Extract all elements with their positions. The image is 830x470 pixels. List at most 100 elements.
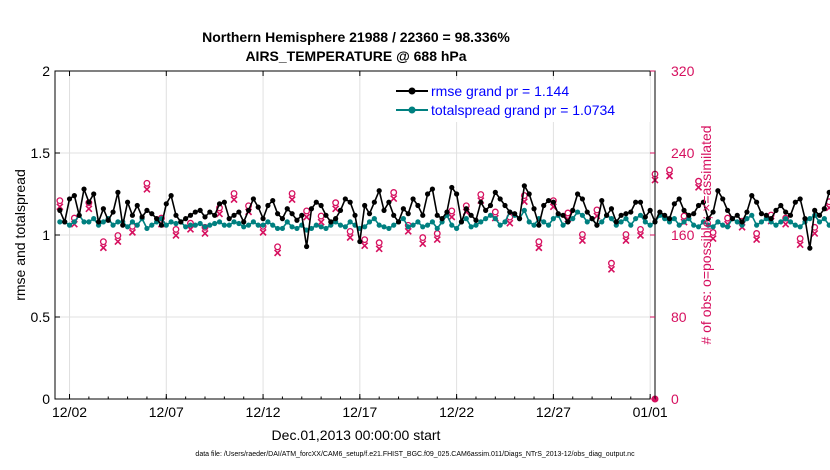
totalspread-point xyxy=(618,219,624,225)
rmse-point xyxy=(216,201,223,207)
obs-possible-point xyxy=(288,190,296,197)
obs-possible-point xyxy=(448,207,456,215)
rmse-point xyxy=(183,216,189,222)
totalspread-point xyxy=(584,219,590,225)
rmse-point xyxy=(415,202,421,209)
rmse-point xyxy=(739,219,745,225)
totalspread-point xyxy=(420,224,426,230)
totalspread-point xyxy=(623,216,629,222)
totalspread-point xyxy=(381,224,387,230)
rmse-point xyxy=(207,209,213,215)
rmse-point xyxy=(492,189,498,195)
obs-possible-point xyxy=(724,214,732,222)
totalspread-point xyxy=(454,225,460,232)
rmse-point xyxy=(710,209,716,215)
x-axis-label: Dec.01,2013 00:00:00 start xyxy=(272,427,441,443)
rmse-point xyxy=(758,211,765,217)
rmse-point xyxy=(468,212,474,218)
legend-box xyxy=(392,80,650,122)
rmse-point xyxy=(149,211,155,217)
rmse-point xyxy=(347,199,353,205)
rmse-point xyxy=(691,211,697,217)
rmse-point xyxy=(487,202,494,209)
obs-assimilated-point xyxy=(506,219,514,227)
obs-assimilated-point xyxy=(186,225,195,233)
obs-possible-point xyxy=(361,236,369,244)
obs-assimilated-point xyxy=(85,205,93,213)
y-tick-label: 1 xyxy=(42,227,50,243)
obs-possible-point xyxy=(680,212,688,220)
y-tick-label: 1.5 xyxy=(31,145,51,161)
rmse-point xyxy=(178,219,184,225)
rmse-point xyxy=(342,196,348,202)
totalspread-point xyxy=(599,219,605,225)
rmse-point xyxy=(362,202,368,209)
x-tick-label: 12/12 xyxy=(246,404,281,420)
rmse-point xyxy=(265,202,271,209)
obs-possible-point xyxy=(622,231,630,238)
rmse-point xyxy=(134,202,140,209)
rmse-point xyxy=(231,212,237,218)
totalspread-point xyxy=(807,216,813,222)
rmse-point xyxy=(226,216,232,222)
obs-assimilated-point xyxy=(622,237,630,245)
obs-assimilated-point xyxy=(796,241,804,249)
rmse-point xyxy=(304,243,310,250)
totalspread-point xyxy=(405,224,411,230)
rmse-point xyxy=(613,219,619,225)
rmse-point xyxy=(763,212,769,218)
rmse-point xyxy=(294,217,300,223)
rmse-point xyxy=(221,199,227,205)
rmse-point xyxy=(773,207,779,213)
rmse-point xyxy=(424,191,431,197)
rmse-point xyxy=(197,207,203,213)
totalspread-point xyxy=(816,219,823,225)
obs-assimilated-point xyxy=(694,183,703,191)
rmse-point xyxy=(618,212,624,218)
rmse-point xyxy=(797,196,803,202)
totalspread-point xyxy=(129,219,136,225)
obs-assimilated-point xyxy=(433,235,441,244)
rmse-point xyxy=(507,209,513,215)
totalspread-point xyxy=(221,222,227,228)
totalspread-point xyxy=(579,212,586,218)
rmse-point xyxy=(536,222,542,228)
rmse-point xyxy=(289,211,295,217)
totalspread-point xyxy=(115,219,121,225)
totalspread-point xyxy=(473,222,479,228)
totalspread-point xyxy=(192,222,198,228)
obs-possible-point xyxy=(114,232,122,239)
rmse-point xyxy=(458,219,465,225)
rmse-point xyxy=(787,212,794,218)
rmse-point xyxy=(550,199,556,205)
rmse-point xyxy=(105,217,111,223)
rmse-point xyxy=(95,219,102,225)
rmse-point xyxy=(168,193,174,199)
totalspread-point xyxy=(226,222,232,228)
axis-ticks: 12/02 12/07 12/12 12/17 12/22 12/27 01/0100.51… xyxy=(31,63,695,420)
rmse-point xyxy=(357,238,363,245)
rmse-point xyxy=(410,196,416,202)
rmse-point xyxy=(202,214,208,220)
y2-tick-label: 320 xyxy=(671,63,695,79)
obs-possible-point xyxy=(637,225,644,233)
obs-assimilated-point xyxy=(709,234,717,243)
obs-assimilated-point xyxy=(390,194,398,203)
totalspread-point xyxy=(245,222,252,228)
totalspread-point xyxy=(270,222,276,228)
totalspread-point xyxy=(608,216,615,222)
rmse-point xyxy=(647,207,653,213)
rmse-point xyxy=(439,216,445,222)
totalspread-point xyxy=(168,219,174,225)
obs-possible-point xyxy=(477,191,485,198)
data-file-footnote: data file: /Users/raeder/DAI/ATM_forcXX/… xyxy=(195,451,635,458)
totalspread-point xyxy=(274,225,281,232)
totalspread-point xyxy=(81,219,87,225)
rmse-point xyxy=(821,206,827,212)
totalspread-point xyxy=(749,212,755,218)
rmse-point xyxy=(323,212,329,218)
totalspread-point xyxy=(134,222,140,228)
totalspread-point xyxy=(216,219,223,225)
legend: rmse grand pr = 1.144 totalspread grand … xyxy=(392,80,650,122)
rmse-point xyxy=(120,222,126,228)
